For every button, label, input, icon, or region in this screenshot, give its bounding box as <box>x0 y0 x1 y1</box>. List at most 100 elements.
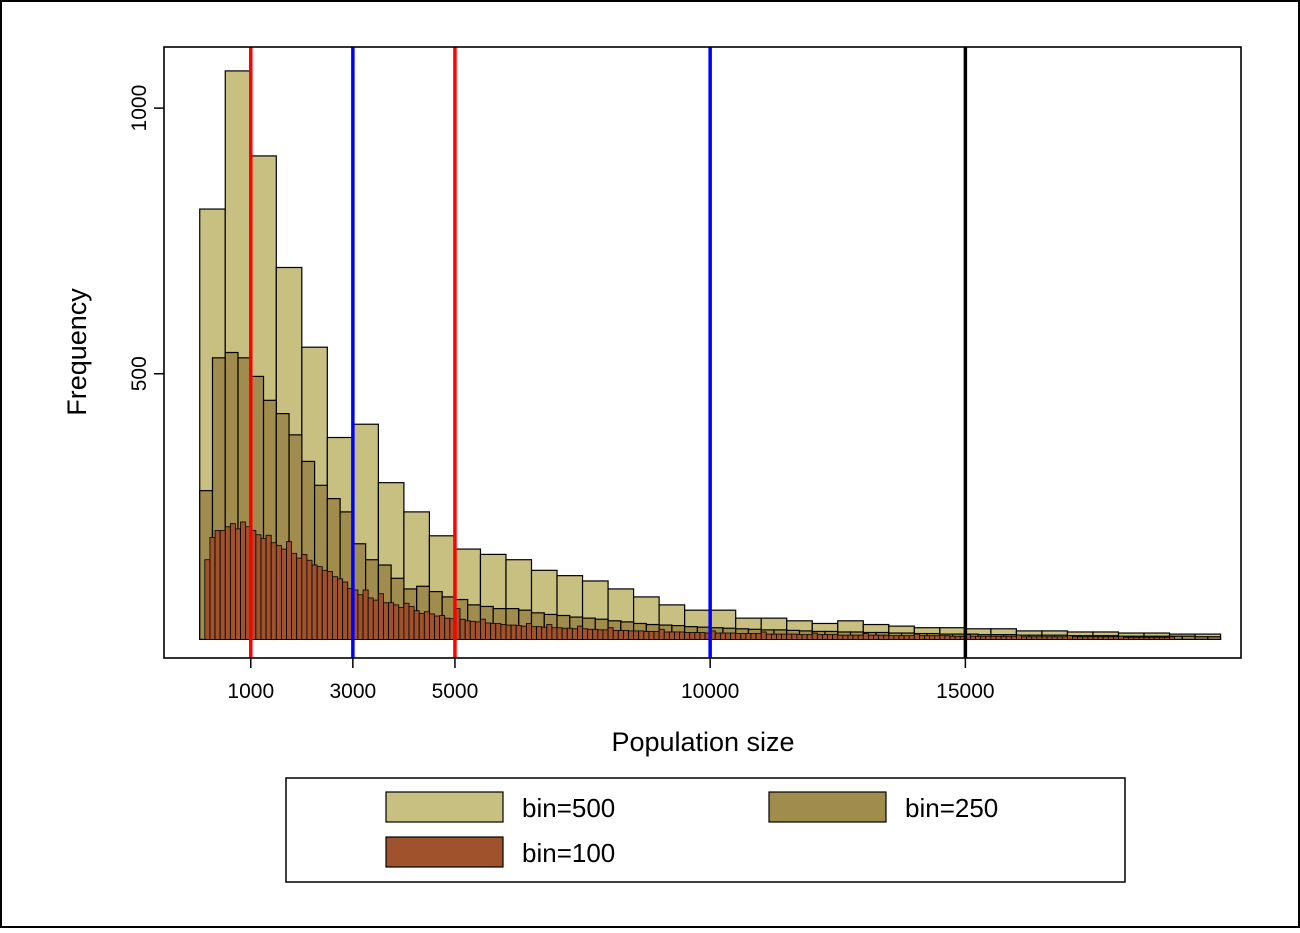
histogram-bar <box>955 636 960 639</box>
histogram-bar <box>863 634 868 640</box>
histogram-bar <box>1001 636 1006 639</box>
histogram-bar <box>572 629 577 640</box>
histogram-bar <box>1144 637 1149 639</box>
histogram-bar <box>205 560 210 640</box>
histogram-bar <box>812 633 817 639</box>
histogram-bar <box>1032 637 1037 640</box>
histogram-bar <box>424 612 429 640</box>
y-tick-label: 500 <box>128 356 151 391</box>
histogram-bar <box>435 616 440 639</box>
histogram-bar <box>843 635 848 639</box>
histogram-bar <box>603 630 608 640</box>
histogram-bar <box>292 553 297 639</box>
histogram-bar <box>338 579 343 640</box>
histogram-bar <box>787 634 792 639</box>
histogram-bar <box>608 628 613 640</box>
histogram-bar <box>659 629 664 639</box>
histogram-bar <box>287 542 292 640</box>
histogram-bar <box>1057 637 1062 640</box>
histogram-bar <box>521 626 526 639</box>
histogram-bar <box>889 636 894 640</box>
histogram-bar <box>593 629 598 639</box>
histogram-bar <box>312 565 317 639</box>
histogram-bar <box>690 633 695 640</box>
histogram-bar <box>1016 635 1021 639</box>
x-axis-label: Population size <box>611 727 794 757</box>
histogram-bar <box>1037 637 1042 640</box>
x-tick-label: 15000 <box>936 680 994 703</box>
histogram-bar <box>230 524 235 640</box>
histogram-bar <box>332 577 337 640</box>
histogram-bar <box>613 630 618 639</box>
histogram-bar <box>884 635 889 639</box>
histogram-bar <box>583 629 588 640</box>
legend-label-bin-250: bin=250 <box>905 793 998 823</box>
histogram-bar <box>970 636 975 639</box>
histogram-bar <box>419 613 424 639</box>
histogram-bar <box>817 635 822 640</box>
histogram-bar <box>460 619 465 639</box>
histogram-bar <box>725 633 730 639</box>
histogram-bar <box>1006 636 1011 639</box>
histogram-bar <box>1208 637 1221 640</box>
histogram-bar <box>797 635 802 640</box>
histogram-bar <box>368 598 373 639</box>
histogram-bar <box>623 630 628 639</box>
histogram-bar <box>1088 637 1093 640</box>
x-tick-label: 5000 <box>432 680 479 703</box>
histogram-bar <box>506 625 511 639</box>
histogram-bar <box>557 628 562 640</box>
histogram-bar <box>680 632 685 639</box>
histogram-bar <box>537 627 542 640</box>
histogram-bar <box>720 633 725 639</box>
histogram-bar <box>445 618 450 639</box>
histogram-bar <box>389 603 394 640</box>
histogram-bar <box>904 636 909 640</box>
histogram-bar <box>256 535 261 640</box>
histogram-bar <box>950 636 955 639</box>
histogram-bar <box>225 527 230 640</box>
histogram-bar <box>440 616 445 640</box>
histogram-bar <box>909 636 914 640</box>
y-tick-label: 1000 <box>128 85 151 132</box>
histogram-bar <box>241 522 246 639</box>
histogram-bar <box>761 632 766 639</box>
histogram-bar <box>1083 637 1088 640</box>
histogram-bar <box>634 631 639 640</box>
histogram-bar <box>1149 637 1154 639</box>
histogram-bar <box>1052 637 1057 640</box>
histogram-bar <box>577 626 582 639</box>
x-tick-label: 3000 <box>329 680 376 703</box>
histogram-bar <box>1113 637 1118 640</box>
histogram-bar <box>766 634 771 639</box>
histogram-bar <box>343 582 348 639</box>
histogram-bar <box>1129 637 1134 639</box>
histogram-bar <box>1022 637 1027 640</box>
histogram-bar <box>858 635 863 639</box>
histogram-bar <box>925 636 930 640</box>
histogram-bar <box>373 600 378 639</box>
histogram-bar <box>322 570 327 639</box>
histogram-bar <box>598 630 603 640</box>
histogram-bar <box>552 628 557 640</box>
histogram-bar <box>669 632 674 639</box>
histogram-bar <box>919 636 924 640</box>
histogram-bar <box>470 621 475 639</box>
histogram-bar <box>281 549 286 639</box>
histogram-bar <box>838 635 843 639</box>
histogram-bar <box>685 633 690 640</box>
histogram-bar <box>429 614 434 640</box>
histogram-bar <box>756 634 761 640</box>
histogram-bar <box>777 634 782 639</box>
histogram-bar <box>1164 637 1169 639</box>
histogram-bar <box>853 635 858 639</box>
histogram-bar <box>261 538 266 639</box>
histogram-bar <box>700 633 705 640</box>
histogram-bar <box>976 636 981 639</box>
histogram-bar <box>807 635 812 640</box>
histogram-bar <box>475 622 480 640</box>
histogram-bar <box>542 627 547 639</box>
legend-swatch-bin-100 <box>386 837 503 867</box>
histogram-bar <box>414 611 419 640</box>
histogram-bar <box>1108 637 1113 640</box>
